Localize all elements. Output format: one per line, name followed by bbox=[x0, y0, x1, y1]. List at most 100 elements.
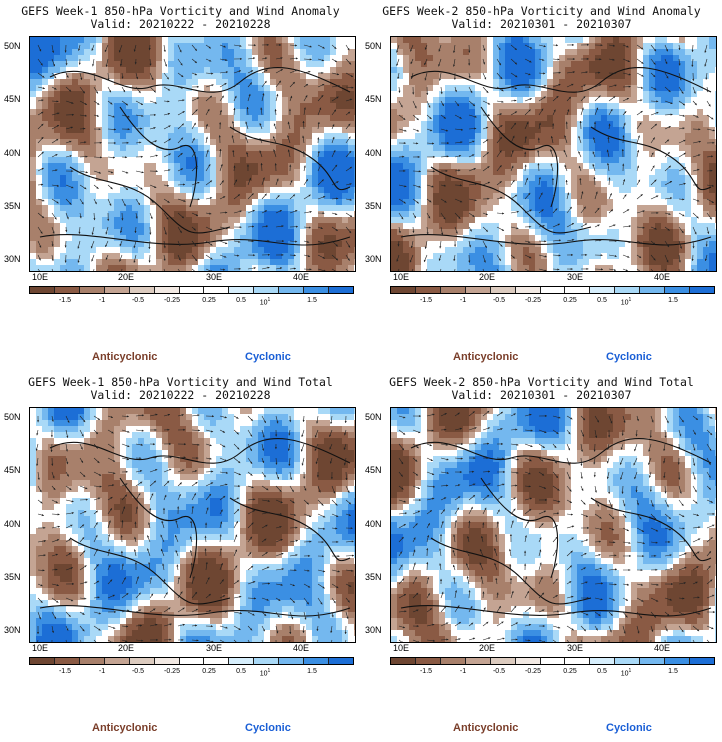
colorbar-scale: 101 bbox=[620, 668, 632, 678]
colorbar-swatch bbox=[690, 287, 714, 293]
colorbar-label: 0.25 bbox=[202, 668, 216, 675]
colorbar-label: -1.5 bbox=[58, 668, 72, 675]
colorbar-swatch bbox=[565, 287, 591, 293]
lon-label: 20E bbox=[479, 643, 496, 653]
colorbar-swatch bbox=[515, 658, 541, 664]
lat-label: 30N bbox=[365, 254, 382, 264]
lat-label: 30N bbox=[4, 254, 21, 264]
lat-label: 45N bbox=[365, 94, 382, 104]
colorbar-label: 0.25 bbox=[563, 668, 577, 675]
legend-anticyclonic: Anticyclonic bbox=[453, 351, 519, 363]
map-field bbox=[391, 408, 716, 642]
lon-label: 30E bbox=[567, 272, 584, 282]
lon-label: 10E bbox=[32, 272, 49, 282]
colorbar-label: -1.5 bbox=[419, 297, 433, 304]
lat-label: 40N bbox=[4, 519, 21, 529]
lat-label: 35N bbox=[4, 201, 21, 211]
lon-label: 20E bbox=[479, 272, 496, 282]
colorbar-scale: 101 bbox=[259, 297, 271, 307]
colorbar-label: -1 bbox=[98, 297, 106, 304]
legend-anticyclonic: Anticyclonic bbox=[453, 722, 519, 734]
colorbar-label: 0.5 bbox=[597, 297, 607, 304]
colorbar-swatch bbox=[329, 287, 353, 293]
colorbar bbox=[29, 286, 354, 294]
lon-label: 20E bbox=[118, 643, 135, 653]
colorbar-swatch bbox=[490, 287, 516, 293]
colorbar-swatch bbox=[179, 287, 205, 293]
colorbar-label: -0.25 bbox=[525, 297, 541, 304]
lat-label: 50N bbox=[365, 41, 382, 51]
colorbar-swatch bbox=[415, 658, 441, 664]
map-field bbox=[30, 37, 355, 271]
colorbar-swatch bbox=[690, 658, 714, 664]
map-field bbox=[391, 37, 716, 271]
colorbar-label: -1 bbox=[459, 297, 467, 304]
panel-valid: Valid: 20210301 - 20210307 bbox=[451, 17, 632, 31]
legend-cyclonic: Cyclonic bbox=[606, 722, 652, 734]
colorbar-swatch bbox=[304, 658, 330, 664]
vorticity-map bbox=[29, 407, 356, 643]
colorbar-label: 1.5 bbox=[668, 668, 678, 675]
colorbar-swatch bbox=[440, 658, 466, 664]
colorbar-swatch bbox=[129, 658, 155, 664]
legend-anticyclonic: Anticyclonic bbox=[92, 722, 158, 734]
colorbar-label: -0.25 bbox=[164, 297, 180, 304]
lon-label: 40E bbox=[654, 643, 671, 653]
colorbar bbox=[29, 657, 354, 665]
colorbar-swatch bbox=[465, 658, 491, 664]
colorbar-swatch bbox=[540, 287, 566, 293]
colorbar-label: 0.25 bbox=[202, 297, 216, 304]
colorbar-label: 0.5 bbox=[597, 668, 607, 675]
panel-week1-total: GEFS Week-1 850-hPa Vorticity and Wind T… bbox=[0, 371, 361, 742]
colorbar-swatch bbox=[565, 658, 591, 664]
lon-label: 30E bbox=[206, 643, 223, 653]
lat-label: 50N bbox=[365, 412, 382, 422]
legend-anticyclonic: Anticyclonic bbox=[92, 351, 158, 363]
colorbar-swatch bbox=[204, 287, 230, 293]
colorbar-label: -0.5 bbox=[131, 668, 145, 675]
colorbar-swatch bbox=[391, 287, 416, 293]
lat-label: 35N bbox=[365, 201, 382, 211]
colorbar-label: 0.25 bbox=[563, 297, 577, 304]
colorbar-swatch bbox=[104, 287, 130, 293]
panel-week2-total: GEFS Week-2 850-hPa Vorticity and Wind T… bbox=[361, 371, 722, 742]
lat-label: 45N bbox=[365, 465, 382, 475]
lat-label: 30N bbox=[365, 625, 382, 635]
colorbar-label: -0.25 bbox=[164, 668, 180, 675]
colorbar-label: -0.5 bbox=[492, 297, 506, 304]
colorbar bbox=[390, 286, 715, 294]
colorbar-swatch bbox=[154, 287, 180, 293]
vorticity-map bbox=[390, 407, 717, 643]
colorbar-label: -1.5 bbox=[58, 297, 72, 304]
legend-cyclonic: Cyclonic bbox=[245, 722, 291, 734]
panel-valid: Valid: 20210301 - 20210307 bbox=[451, 388, 632, 402]
colorbar-label: -1 bbox=[98, 668, 106, 675]
colorbar-swatch bbox=[279, 287, 305, 293]
colorbar-scale: 101 bbox=[620, 297, 632, 307]
colorbar-swatch bbox=[79, 287, 105, 293]
colorbar-swatch bbox=[30, 658, 55, 664]
colorbar-swatch bbox=[665, 287, 691, 293]
lon-label: 40E bbox=[654, 272, 671, 282]
colorbar-swatch bbox=[30, 287, 55, 293]
map-field bbox=[30, 408, 355, 642]
colorbar-label: 1.5 bbox=[307, 297, 317, 304]
colorbar-swatch bbox=[665, 658, 691, 664]
lat-label: 30N bbox=[4, 625, 21, 635]
lon-label: 40E bbox=[293, 643, 310, 653]
colorbar-swatch bbox=[104, 658, 130, 664]
colorbar-swatch bbox=[590, 287, 616, 293]
colorbar-swatch bbox=[540, 658, 566, 664]
colorbar-swatch bbox=[415, 287, 441, 293]
colorbar-swatch bbox=[329, 658, 353, 664]
colorbar-label: -0.5 bbox=[492, 668, 506, 675]
panel-valid: Valid: 20210222 - 20210228 bbox=[90, 17, 271, 31]
colorbar-label: -1 bbox=[459, 668, 467, 675]
panel-title: GEFS Week-2 850-hPa Vorticity and Wind T… bbox=[389, 375, 694, 389]
panel-title: GEFS Week-2 850-hPa Vorticity and Wind A… bbox=[382, 4, 701, 18]
lat-label: 40N bbox=[365, 519, 382, 529]
lat-label: 50N bbox=[4, 41, 21, 51]
lat-label: 35N bbox=[365, 572, 382, 582]
panel-week1-anomaly: GEFS Week-1 850-hPa Vorticity and Wind A… bbox=[0, 0, 361, 371]
colorbar-swatch bbox=[229, 658, 255, 664]
